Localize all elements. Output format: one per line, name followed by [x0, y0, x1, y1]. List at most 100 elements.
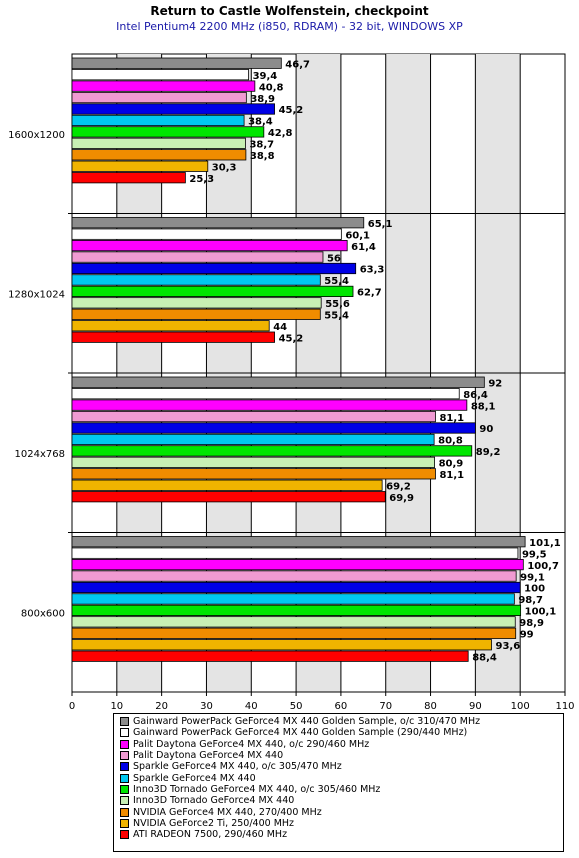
data-label: 38,4 [248, 117, 273, 128]
data-label: 80,8 [438, 436, 463, 447]
bar [71, 320, 270, 332]
x-tick-label: 30 [200, 701, 213, 712]
x-tick-label: 70 [379, 701, 392, 712]
data-label: 86,4 [463, 390, 488, 401]
bar [71, 69, 249, 81]
data-label: 55,4 [324, 276, 349, 287]
bar [71, 114, 245, 127]
bar [71, 616, 516, 628]
legend-swatch [120, 739, 129, 749]
x-tick-label: 90 [469, 701, 482, 712]
data-label: 45,2 [279, 105, 304, 116]
category-label: 1024x768 [15, 449, 65, 460]
x-tick-label: 100 [511, 701, 530, 712]
bar [71, 399, 468, 411]
data-label: 98,9 [519, 618, 544, 629]
bar [71, 172, 186, 184]
data-label: 90 [479, 424, 493, 435]
data-label: 100,1 [525, 607, 557, 618]
legend-label: Palit Daytona GeForce4 MX 440, o/c 290/4… [133, 738, 370, 750]
data-label: 92 [488, 378, 502, 389]
bar [71, 410, 436, 423]
chart-title: Return to Castle Wolfenstein, checkpoint [150, 4, 429, 18]
bar [71, 274, 321, 286]
data-label: 25,3 [189, 174, 214, 185]
category-label: 1280x1024 [8, 289, 65, 300]
legend-swatch [120, 773, 129, 783]
data-label: 69,9 [389, 493, 414, 504]
bar [71, 149, 247, 161]
legend-item: Gainward PowerPack GeForce4 MX 440 Golde… [120, 727, 563, 738]
legend-label: NVIDIA GeForce4 MX 440, 270/400 MHz [133, 806, 322, 818]
x-tick-label: 110 [555, 701, 574, 712]
data-label: 55,6 [325, 299, 350, 310]
data-label: 40,8 [259, 82, 284, 93]
bar [71, 126, 265, 138]
legend-swatch [120, 751, 129, 761]
data-label: 100 [524, 584, 545, 595]
data-label: 55,4 [324, 311, 349, 322]
data-label: 69,2 [386, 481, 411, 492]
bar [71, 559, 524, 571]
bar [71, 239, 348, 252]
data-label: 89,2 [476, 447, 501, 458]
data-label: 99,1 [520, 572, 545, 583]
category-label: 1600x1200 [8, 130, 65, 141]
bar [71, 103, 275, 115]
data-label: 80,9 [439, 459, 464, 470]
x-tick-label: 10 [110, 701, 123, 712]
data-label: 60,1 [345, 230, 370, 241]
bar [71, 547, 519, 559]
legend-item: Palit Daytona GeForce4 MX 440 [120, 750, 563, 761]
x-tick-label: 60 [335, 701, 348, 712]
data-label: 46,7 [285, 59, 310, 70]
legend-label: Inno3D Tornado GeForce4 MX 440, o/c 305/… [133, 783, 381, 795]
legend: Gainward PowerPack GeForce4 MX 440 Golde… [113, 713, 564, 852]
bar [71, 422, 476, 434]
legend-item: NVIDIA GeForce4 MX 440, 270/400 MHz [120, 806, 563, 818]
data-label: 101,1 [529, 538, 561, 549]
legend-label: Palit Daytona GeForce4 MX 440 [133, 750, 284, 762]
bar [71, 217, 365, 229]
bar [71, 80, 256, 92]
bar [71, 433, 435, 446]
data-label: 62,7 [357, 288, 382, 299]
bar [71, 160, 209, 172]
data-label: 93,6 [495, 641, 520, 652]
bar [71, 581, 521, 594]
bar [71, 604, 522, 617]
bar [71, 91, 247, 104]
legend-swatch [120, 796, 129, 806]
bar [71, 262, 357, 275]
legend-swatch [120, 784, 129, 794]
data-label: 81,1 [439, 413, 464, 424]
bar [71, 228, 342, 240]
bar [71, 251, 324, 263]
x-tick-label: 20 [155, 701, 168, 712]
legend-label: ATI RADEON 7500, 290/460 MHz [133, 829, 288, 841]
legend-label: Sparkle GeForce4 MX 440 [133, 772, 256, 784]
bar [71, 445, 473, 457]
legend-item: Palit Daytona GeForce4 MX 440, o/c 290/4… [120, 739, 563, 750]
data-label: 44 [273, 322, 287, 333]
bar [71, 639, 492, 651]
bar-chart: 0 10 20 30 40 50 60 70 80 90 100 110 1600x1200 46,7 39… [8, 53, 575, 712]
legend-item: Inno3D Tornado GeForce4 MX 440, o/c 305/… [120, 784, 563, 795]
bar [71, 627, 517, 639]
bar [71, 376, 485, 388]
data-label: 38,8 [250, 151, 275, 162]
data-label: 42,8 [268, 128, 293, 139]
legend-swatch [120, 807, 129, 817]
data-label: 99,5 [522, 549, 547, 560]
category-label: 800x600 [21, 608, 65, 619]
legend-item: Gainward PowerPack GeForce4 MX 440 Golde… [120, 716, 563, 727]
bar [71, 536, 526, 548]
legend-swatch [120, 818, 129, 828]
legend-swatch [120, 717, 129, 727]
x-tick-label: 50 [290, 701, 303, 712]
data-label: 61,4 [351, 242, 376, 253]
legend-label: Gainward PowerPack GeForce4 MX 440 Golde… [133, 716, 481, 728]
chart-subtitle: Intel Pentium4 2200 MHz (i850, RDRAM) - … [116, 20, 463, 33]
bar [71, 331, 275, 343]
legend-item: Inno3D Tornado GeForce4 MX 440 [120, 795, 563, 806]
